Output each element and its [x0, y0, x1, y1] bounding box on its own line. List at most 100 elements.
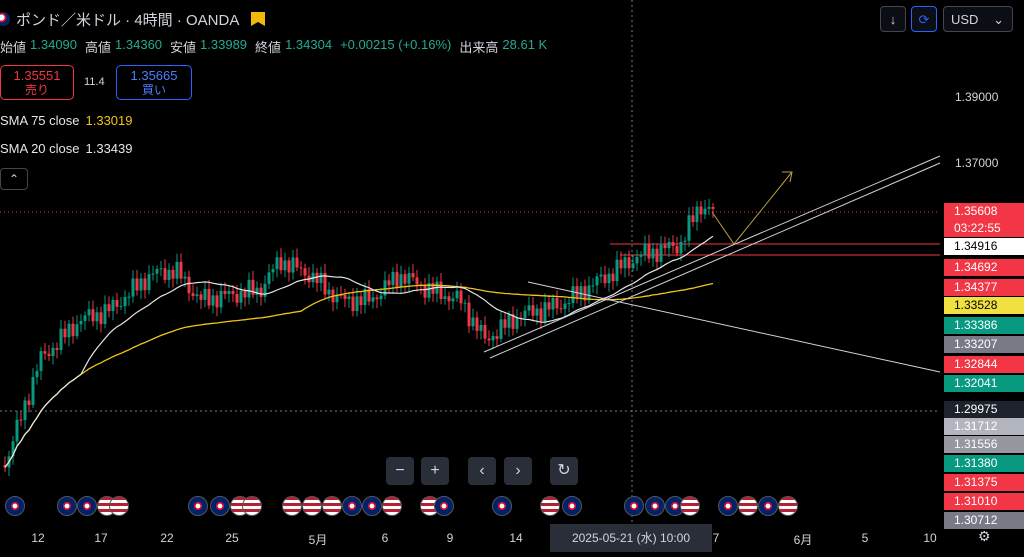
sync-icon[interactable]: ⟳: [911, 6, 937, 32]
candle-body: [283, 260, 287, 271]
reset-chart-button[interactable]: ↻: [550, 457, 578, 485]
uk-event-flag-icon[interactable]: [758, 496, 778, 516]
candle-body: [335, 294, 339, 303]
candle-body: [91, 309, 95, 322]
candle-body: [183, 276, 187, 279]
time-cursor-label: 2025-05-21 (水) 10:00: [550, 524, 712, 552]
uk-event-flag-icon[interactable]: [492, 496, 512, 516]
projection-arrow: [711, 171, 793, 245]
uk-event-flag-icon[interactable]: [718, 496, 738, 516]
candle-body: [679, 241, 683, 254]
settings-gear-icon[interactable]: ⚙: [978, 528, 991, 544]
sell-price: 1.35551: [13, 68, 61, 83]
us-event-flag-icon[interactable]: [778, 496, 798, 516]
us-event-flag-icon[interactable]: [302, 496, 322, 516]
uk-event-flag-icon[interactable]: [645, 496, 665, 516]
candle-body: [95, 312, 99, 322]
bookmark-flag-icon[interactable]: [251, 12, 266, 26]
scroll-right-button[interactable]: ›: [504, 457, 532, 485]
candle-body: [683, 240, 687, 242]
time-tick: 9: [446, 531, 454, 545]
candle-body: [479, 324, 483, 331]
candle-body: [575, 286, 579, 298]
candle-body: [487, 338, 491, 341]
uk-event-flag-icon[interactable]: [434, 496, 454, 516]
uk-event-flag-icon[interactable]: [342, 496, 362, 516]
candle-body: [375, 297, 379, 300]
price-axis-label: 1.31712: [944, 418, 1024, 435]
candle-body: [275, 257, 279, 270]
candle-body: [47, 353, 51, 357]
symbol-header[interactable]: ポンド／米ドル · 4時間 · OANDA: [0, 6, 266, 32]
us-event-flag-icon[interactable]: [738, 496, 758, 516]
zoom-in-button[interactable]: +: [421, 457, 449, 485]
buy-button[interactable]: 1.35665 買い: [116, 65, 192, 100]
spread-value: 11.4: [84, 76, 105, 88]
candle-body: [27, 400, 31, 405]
uk-event-flag-icon[interactable]: [77, 496, 97, 516]
candle-body: [239, 290, 243, 303]
candle-body: [267, 272, 271, 284]
us-event-flag-icon[interactable]: [540, 496, 560, 516]
sell-button[interactable]: 1.35551 売り: [0, 65, 74, 100]
candle-body: [319, 272, 323, 283]
us-event-flag-icon[interactable]: [382, 496, 402, 516]
uk-event-flag-icon[interactable]: [188, 496, 208, 516]
candle-body: [79, 321, 83, 325]
scroll-left-button[interactable]: ‹: [468, 457, 496, 485]
download-icon[interactable]: ↓: [880, 6, 906, 32]
uk-event-flag-icon[interactable]: [210, 496, 230, 516]
candle-body: [123, 296, 127, 307]
us-event-flag-icon[interactable]: [282, 496, 302, 516]
candle-body: [159, 268, 163, 270]
currency-select[interactable]: USD ⌄: [943, 6, 1013, 32]
collapse-legend-chevron-up-icon[interactable]: ⌃: [0, 168, 28, 190]
candle-body: [535, 308, 539, 316]
zoom-out-button[interactable]: −: [386, 457, 414, 485]
candle-body: [87, 309, 91, 316]
us-event-flag-icon[interactable]: [109, 496, 129, 516]
time-tick: 25: [225, 531, 239, 545]
uk-event-flag-icon[interactable]: [562, 496, 582, 516]
candle-body: [639, 254, 643, 257]
candle-body: [195, 294, 199, 297]
price-axis-label: 1.29975: [944, 401, 1024, 418]
candle-body: [211, 295, 215, 306]
currency-flag-icon: [0, 12, 10, 26]
price-tick: 1.37000: [955, 156, 999, 170]
candle-body: [147, 274, 151, 291]
uk-event-flag-icon[interactable]: [624, 496, 644, 516]
uk-event-flag-icon[interactable]: [5, 496, 25, 516]
price-axis-label: 1.31556: [944, 436, 1024, 453]
us-event-flag-icon[interactable]: [322, 496, 342, 516]
indicator-sma20[interactable]: SMA 20 close 1.33439: [0, 141, 133, 156]
candle-body: [587, 285, 591, 301]
candle-body: [295, 257, 299, 268]
candle-body: [583, 286, 587, 301]
candle-body: [223, 290, 227, 294]
uk-event-flag-icon[interactable]: [57, 496, 77, 516]
sma75-line: [4, 282, 714, 468]
us-event-flag-icon[interactable]: [680, 496, 700, 516]
candle-body: [251, 279, 255, 295]
uk-event-flag-icon[interactable]: [362, 496, 382, 516]
price-axis-label: 1.31010: [944, 493, 1024, 510]
candle-body: [391, 272, 395, 286]
candle-body: [3, 465, 7, 468]
candle-body: [599, 274, 603, 277]
time-tick: 5月: [308, 533, 328, 547]
candle-body: [191, 293, 195, 297]
candle-body: [171, 269, 175, 279]
candle-body: [631, 263, 635, 269]
candle-body: [63, 328, 67, 338]
time-tick: 6月: [793, 533, 813, 547]
us-event-flag-icon[interactable]: [242, 496, 262, 516]
candle-body: [663, 244, 667, 249]
indicator-sma75[interactable]: SMA 75 close 1.33019: [0, 113, 133, 128]
candle-body: [527, 305, 531, 311]
candle-body: [619, 259, 623, 269]
candle-body: [403, 274, 407, 284]
price-axis-label: 1.32844: [944, 356, 1024, 373]
candle-body: [411, 273, 415, 278]
